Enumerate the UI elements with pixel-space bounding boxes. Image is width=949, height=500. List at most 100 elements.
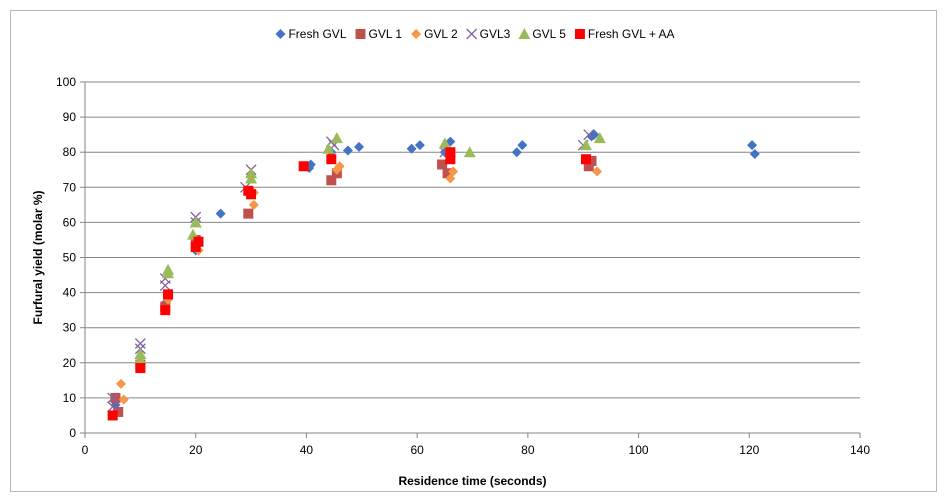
series-5 — [134, 132, 606, 365]
y-tick-label-80: 80 — [63, 145, 77, 159]
data-point — [406, 143, 417, 154]
x-tick-label-120: 120 — [739, 443, 759, 457]
legend-item: Fresh GVL + AA — [574, 27, 675, 41]
x-tick-label-80: 80 — [521, 443, 535, 457]
chart-frame — [10, 10, 937, 492]
legend-item: GVL 5 — [518, 27, 566, 41]
data-point — [215, 208, 226, 219]
legend-item: GVL 2 — [411, 27, 458, 41]
data-point — [342, 145, 353, 156]
legend-marker — [518, 28, 531, 39]
y-tick-label-90: 90 — [63, 110, 77, 124]
x-tick-label-140: 140 — [850, 443, 870, 457]
data-point — [445, 154, 456, 165]
y-tick-label-0: 0 — [69, 426, 76, 440]
legend-label: Fresh GVL + AA — [588, 27, 675, 41]
series-3 — [115, 161, 603, 405]
legend-marker — [574, 29, 585, 39]
data-point — [334, 161, 345, 172]
data-point — [326, 154, 337, 165]
x-tick-label-40: 40 — [300, 443, 314, 457]
data-point — [414, 140, 425, 151]
y-tick-label-40: 40 — [63, 286, 77, 300]
data-point — [134, 338, 146, 349]
legend: Fresh GVL GVL 1 GVL 2 GVL3 GVL 5 Fresh GVL + … — [275, 27, 675, 41]
data-point — [445, 147, 456, 158]
series-6 — [107, 147, 591, 421]
data-point — [747, 140, 758, 151]
data-point — [463, 146, 476, 158]
data-point — [190, 241, 201, 252]
data-point — [113, 406, 124, 417]
data-points — [107, 129, 760, 421]
y-axis-title: Furfural yield (molar %) — [31, 190, 45, 324]
legend-marker — [355, 29, 366, 39]
data-point — [162, 267, 175, 279]
data-point — [592, 166, 603, 177]
data-point — [107, 392, 119, 404]
data-point — [586, 155, 597, 166]
tick-labels: 0 10 20 30 40 50 60 70 80 90 100 0 20 40 60 80 100 120 140 — [56, 75, 870, 457]
legend-label: GVL 1 — [369, 27, 403, 41]
data-point — [118, 394, 129, 405]
legend-label: Fresh GVL — [288, 27, 346, 41]
data-point — [243, 208, 254, 219]
data-point — [110, 392, 121, 403]
data-point — [511, 147, 522, 158]
data-point — [248, 199, 259, 210]
legend-label: GVL3 — [480, 27, 511, 41]
data-point — [580, 154, 591, 165]
data-point — [579, 139, 592, 151]
data-point — [107, 401, 119, 413]
series-2 — [110, 155, 597, 417]
data-point — [593, 132, 606, 144]
legend-item: GVL 1 — [355, 27, 403, 41]
data-point — [354, 141, 365, 152]
y-tick-label-70: 70 — [63, 180, 77, 194]
data-point — [517, 140, 528, 151]
x-tick-label-100: 100 — [629, 443, 649, 457]
y-tick-label-20: 20 — [63, 356, 77, 370]
y-tick-label-30: 30 — [63, 321, 77, 335]
series-4 — [107, 129, 595, 413]
y-tick-label-100: 100 — [56, 75, 76, 89]
data-point — [437, 159, 448, 170]
legend-marker — [275, 29, 286, 39]
data-point — [246, 189, 257, 200]
legend-item: GVL3 — [466, 27, 511, 41]
data-point — [245, 167, 258, 179]
legend-label: GVL 2 — [424, 27, 458, 41]
legend-marker — [411, 29, 422, 39]
data-point — [160, 305, 171, 316]
data-point — [135, 363, 146, 374]
x-tick-label-0: 0 — [82, 443, 89, 457]
data-point — [583, 161, 594, 172]
data-point — [330, 132, 343, 144]
legend-marker — [466, 28, 478, 40]
data-point — [163, 289, 174, 300]
data-point — [438, 137, 451, 149]
data-point — [298, 161, 309, 172]
legend-item: Fresh GVL — [275, 27, 347, 41]
data-point — [115, 378, 126, 389]
data-point — [193, 236, 204, 247]
y-tick-label-50: 50 — [63, 251, 77, 265]
y-tick-label-10: 10 — [63, 391, 77, 405]
x-tick-label-20: 20 — [189, 443, 203, 457]
data-point — [749, 148, 760, 159]
data-point — [326, 175, 337, 186]
gridlines — [85, 81, 860, 399]
x-axis-title: Residence time (seconds) — [398, 474, 546, 488]
data-point — [442, 168, 453, 179]
data-point — [583, 129, 595, 141]
data-point — [322, 142, 335, 154]
series-1 — [107, 129, 760, 421]
data-point — [448, 166, 459, 177]
data-point — [107, 410, 118, 421]
data-point — [189, 216, 202, 228]
legend-label: GVL 5 — [532, 27, 566, 41]
x-tick-label-60: 60 — [410, 443, 424, 457]
y-tick-label-60: 60 — [63, 215, 77, 229]
data-point — [134, 348, 147, 360]
